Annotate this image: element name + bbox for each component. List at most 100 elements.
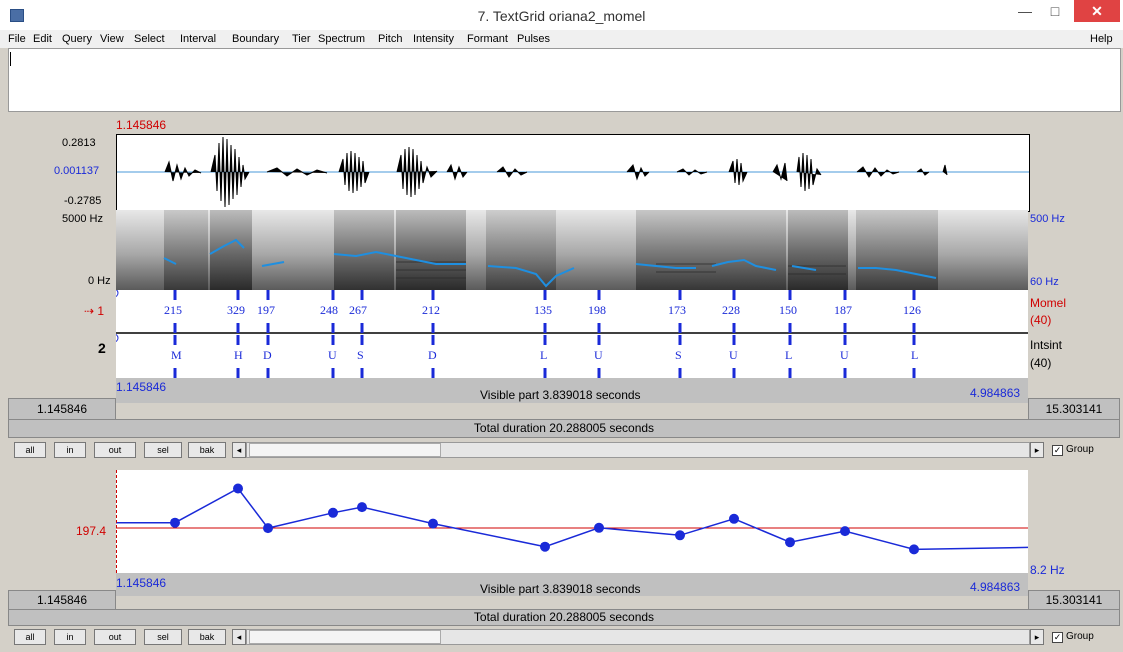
menu-pitch[interactable]: Pitch — [378, 33, 403, 45]
pitch-target-point[interactable] — [540, 541, 550, 552]
maximize-button[interactable]: □ — [1050, 3, 1060, 19]
pitch-target-point[interactable] — [909, 544, 919, 555]
pitch-target-point[interactable] — [428, 518, 438, 529]
pitch-target-point[interactable] — [328, 507, 338, 518]
pitch-zoom-sel-button[interactable]: sel — [144, 629, 182, 645]
total-duration-label: Total duration 20.288005 seconds — [473, 421, 655, 435]
pitch-target-point[interactable] — [357, 502, 367, 513]
pitch-zoom-in-button[interactable]: in — [54, 629, 86, 645]
menu-help[interactable]: Help — [1090, 33, 1113, 45]
menu-spectrum[interactable]: Spectrum — [318, 33, 366, 45]
pitch-target-point[interactable] — [785, 537, 795, 548]
pitch-target-point[interactable] — [263, 523, 273, 534]
close-button[interactable]: ✕ — [1074, 0, 1120, 22]
zoom-all-button[interactable]: all — [14, 442, 46, 458]
group-label: Group — [1066, 444, 1094, 455]
menu-tier[interactable]: Tier — [292, 33, 311, 45]
pitch-left-total-label: 1.145846 — [36, 593, 88, 607]
menu-intensity[interactable]: Intensity — [413, 33, 454, 45]
tier1-name: Momel — [1030, 296, 1067, 310]
menu-select[interactable]: Select — [134, 33, 165, 45]
intsint-label: M — [171, 348, 182, 362]
zoom-sel-button[interactable]: sel — [144, 442, 182, 458]
cursor-time-label: 1.145846 — [116, 118, 167, 132]
momel-value: 135 — [534, 303, 552, 317]
pitch-scroll-right-button[interactable]: ▸ — [1030, 629, 1044, 645]
intsint-label: U — [328, 348, 337, 362]
total-duration-bar[interactable]: Total duration 20.288005 seconds — [8, 419, 1120, 438]
pitch-target-point[interactable] — [675, 530, 685, 541]
pitch-target-point[interactable] — [594, 522, 604, 533]
menu-boundary[interactable]: Boundary — [232, 33, 280, 45]
visible-start-label: 1.145846 — [116, 380, 167, 394]
left-total-label: 1.145846 — [36, 402, 88, 416]
pitch-zoom-out-button[interactable]: out — [94, 629, 136, 645]
pitch-group-label: Group — [1066, 631, 1094, 642]
pitch-visible-part-label: Visible part 3.839018 seconds — [480, 582, 641, 596]
menu-view[interactable]: View — [100, 33, 124, 45]
minimize-button[interactable]: — — [1018, 3, 1032, 19]
pitch-target-point[interactable] — [840, 526, 850, 537]
interval-text-field[interactable] — [8, 48, 1121, 112]
pitch-group-checkbox[interactable]: ✓ — [1052, 632, 1063, 643]
momel-value: 329 — [227, 303, 245, 317]
visible-part-bar[interactable] — [116, 378, 1028, 403]
spectrogram-panel[interactable] — [116, 210, 1028, 290]
group-checkbox[interactable]: ✓ — [1052, 445, 1063, 456]
right-total-cell[interactable]: 15.303141 — [1028, 398, 1120, 420]
tier1-count: (40) — [1030, 313, 1052, 327]
momel-value: 126 — [903, 303, 921, 317]
app-icon[interactable] — [10, 9, 24, 22]
menu-query[interactable]: Query — [62, 33, 92, 45]
horizontal-scrollbar[interactable] — [246, 442, 1030, 458]
momel-value: 150 — [779, 303, 797, 317]
pitch-visible-part-bar[interactable] — [116, 573, 1028, 596]
menu-pulses[interactable]: Pulses — [517, 33, 551, 45]
intsint-label: S — [675, 348, 682, 362]
zoom-back-button[interactable]: bak — [188, 442, 226, 458]
pitch-scroll-thumb[interactable] — [249, 630, 441, 644]
waveform-panel[interactable] — [116, 134, 1030, 212]
tier2-number: 2 — [98, 340, 106, 356]
spectrogram-bottom-label: 0 Hz — [88, 275, 111, 287]
waveform-max-label: 0.2813 — [62, 137, 96, 149]
scroll-thumb[interactable] — [249, 443, 441, 457]
pitch-visible-start-label: 1.145846 — [116, 576, 167, 590]
textgrid-tiers[interactable] — [109, 288, 1028, 378]
pitch-left-total-cell[interactable]: 1.145846 — [8, 590, 116, 610]
pitch-zoom-back-button[interactable]: bak — [188, 629, 226, 645]
menu-file[interactable]: File — [8, 33, 26, 45]
pitch-horizontal-scrollbar[interactable] — [246, 629, 1030, 645]
zoom-in-button[interactable]: in — [54, 442, 86, 458]
left-total-cell[interactable]: 1.145846 — [8, 398, 116, 420]
momel-value: 198 — [588, 303, 606, 317]
pitch-panel[interactable] — [116, 470, 1029, 573]
waveform-mid-label: 0.001137 — [54, 165, 100, 177]
pitch-target-point[interactable] — [170, 517, 180, 528]
menu-interval[interactable]: Interval — [180, 33, 217, 45]
intsint-label: D — [263, 348, 272, 362]
zoom-out-button[interactable]: out — [94, 442, 136, 458]
pitch-zoom-all-button[interactable]: all — [14, 629, 46, 645]
right-total-label: 15.303141 — [1045, 402, 1103, 416]
pitch-target-point[interactable] — [729, 513, 739, 524]
momel-value: 187 — [834, 303, 852, 317]
menu-formant[interactable]: Formant — [467, 33, 508, 45]
scroll-left-button[interactable]: ◂ — [232, 442, 246, 458]
tier1-number: ⇢ 1 — [84, 304, 105, 318]
intsint-label: U — [729, 348, 738, 362]
pitch-total-duration-bar[interactable]: Total duration 20.288005 seconds — [8, 609, 1120, 626]
spectrogram-svg — [116, 210, 1028, 290]
waveform-min-label: -0.2785 — [64, 195, 102, 207]
intsint-label: S — [357, 348, 364, 362]
pitch-scroll-left-button[interactable]: ◂ — [232, 629, 246, 645]
menu-edit[interactable]: Edit — [33, 33, 52, 45]
pitch-value-label: 197.4 — [76, 524, 107, 538]
pitch-visible-end-label: 4.984863 — [970, 580, 1021, 594]
momel-value: 228 — [722, 303, 740, 317]
intsint-label: L — [540, 348, 548, 362]
scroll-right-button[interactable]: ▸ — [1030, 442, 1044, 458]
visible-part-label: Visible part 3.839018 seconds — [480, 388, 641, 402]
pitch-target-point[interactable] — [233, 483, 243, 494]
pitch-right-total-cell[interactable]: 15.303141 — [1028, 590, 1120, 610]
